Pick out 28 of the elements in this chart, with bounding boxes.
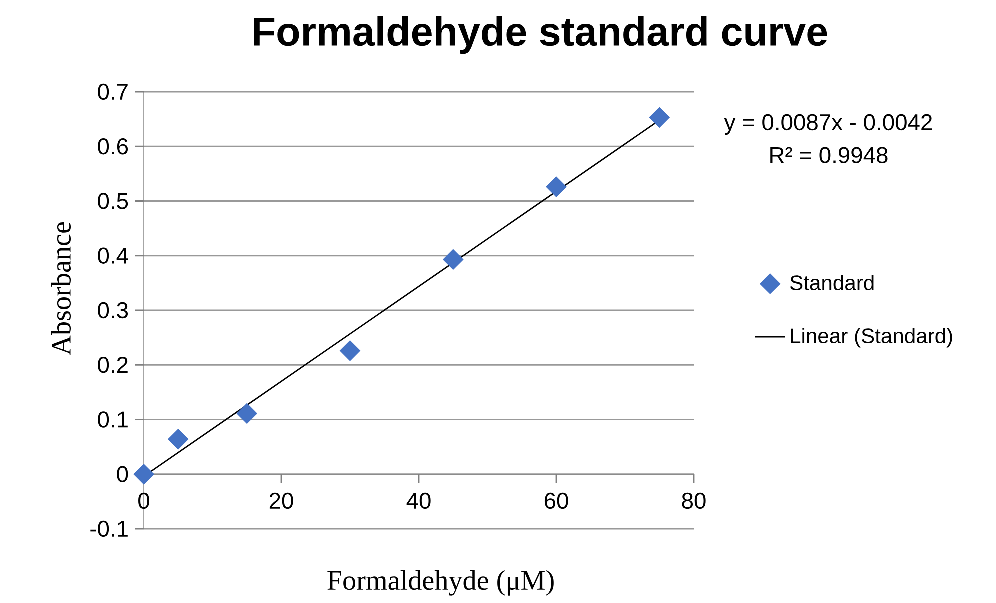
point [236,403,258,424]
text: y = 0.0087x - 0.0042 [724,114,932,136]
y-axis-title: Absorbance [51,222,72,356]
text: R² = 0.9948 [770,147,888,164]
point [134,464,154,485]
y-tick-label: 0.4 [98,248,128,264]
x-tick-label: 20 [270,492,294,510]
x-tick-label: 40 [406,492,431,510]
point [546,176,567,198]
y-tick-label: 0.2 [98,357,128,374]
y-tick-label: 0.5 [98,193,128,210]
legend-label: Linear (Standard) [791,328,952,348]
y-tick-label: 0.7 [98,84,128,100]
y-tick-label: -0.1 [90,520,128,538]
x-tick-label: 0 [138,492,150,510]
y-tick-label: 0 [117,466,128,482]
point [340,340,361,362]
point [168,429,189,450]
x-tick-label: 80 [682,492,706,510]
y-tick-label: 0.6 [98,138,128,155]
point [443,249,464,270]
chart-title: Formaldehyde standard curve [254,16,828,54]
point [649,107,670,128]
y-tick-label: 0.3 [98,302,128,319]
legend-label: Standard [790,275,874,290]
x-axis-title: Formaldehyde (μM) [328,570,554,596]
y-tick-label: 0.1 [98,412,128,428]
x-tick-label: 60 [544,492,568,510]
